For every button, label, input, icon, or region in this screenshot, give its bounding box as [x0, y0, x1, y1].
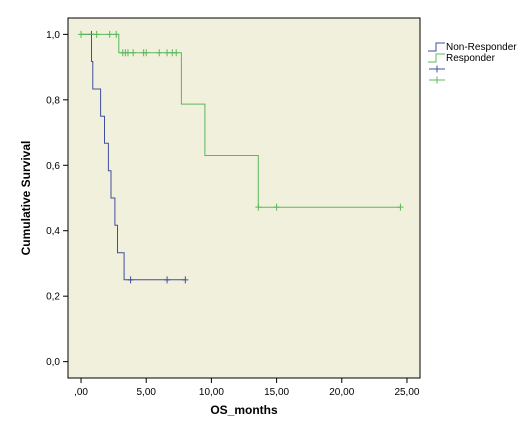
legend-label: Responder	[446, 53, 496, 64]
y-tick-label: 0,0	[46, 357, 60, 368]
censor-mark	[143, 49, 150, 57]
y-tick-label: 0,8	[46, 95, 60, 106]
censor-mark	[113, 30, 120, 38]
x-tick-label: 20,00	[329, 387, 354, 398]
y-tick-label: 1,0	[46, 30, 60, 41]
y-axis-title: Cumulative Survival	[19, 141, 33, 256]
x-tick-label: 15,00	[264, 387, 289, 398]
legend-label: Non-Responder	[446, 42, 517, 53]
axes: ,00 5,00 10,00 15,00 20,00 25,00 0,0 0,2 0,4 0,6 0…	[46, 30, 420, 398]
censor-mark	[106, 30, 113, 38]
x-tick-label: ,00	[74, 387, 88, 398]
plot-area	[67, 17, 421, 379]
y-tick-label: 0,2	[46, 292, 60, 303]
x-tick-label: 5,00	[136, 387, 156, 398]
censor-mark	[78, 30, 85, 38]
x-tick-label: 25,00	[394, 387, 419, 398]
x-tick-label: 10,00	[199, 387, 224, 398]
censor-mark	[130, 49, 137, 57]
legend-censor-swatch	[429, 65, 445, 73]
censor-mark	[273, 203, 280, 211]
censor-mark	[182, 276, 189, 284]
censor-mark	[156, 49, 163, 57]
y-tick-label: 0,4	[46, 226, 60, 237]
y-tick-label: 0,6	[46, 161, 60, 172]
legend-step-swatch	[428, 42, 445, 52]
x-axis-title: OS_months	[210, 403, 278, 417]
censor-mark	[127, 276, 134, 284]
censor-mark	[255, 203, 262, 211]
censor-mark	[164, 49, 171, 57]
survival-step-line	[81, 33, 186, 281]
censor-mark	[164, 276, 171, 284]
censor-mark	[124, 49, 131, 57]
legend-step-swatch	[428, 53, 445, 63]
censor-mark	[397, 203, 404, 211]
legend-censor-swatch	[429, 76, 445, 84]
censor-mark	[173, 49, 180, 57]
survival-curves	[78, 30, 404, 284]
survival-step-line	[81, 33, 401, 208]
censor-mark	[93, 30, 100, 38]
